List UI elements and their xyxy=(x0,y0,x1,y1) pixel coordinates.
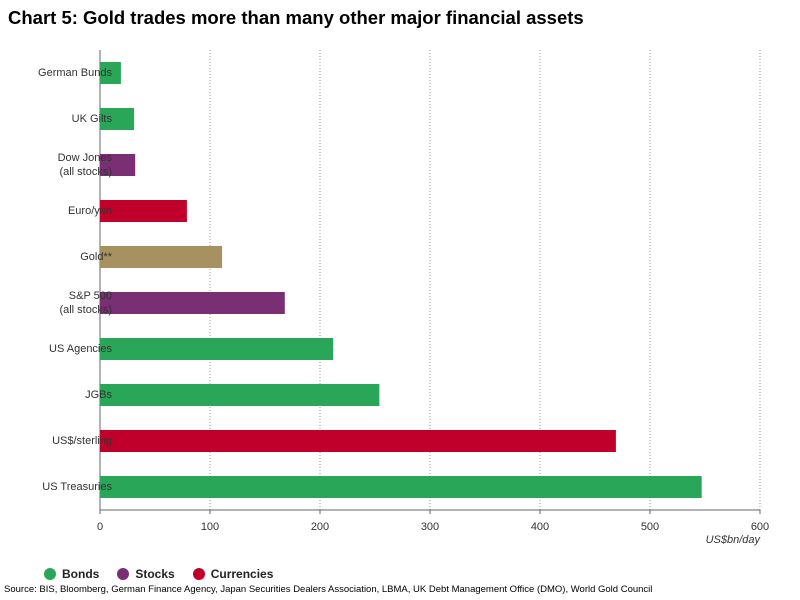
category-label-line: US$/sterling xyxy=(52,435,112,447)
x-tick-label: 0 xyxy=(97,521,103,533)
legend-item: Bonds xyxy=(44,567,99,581)
category-label: Dow Jones (all stocks) xyxy=(0,151,112,179)
legend-label: Currencies xyxy=(210,567,274,581)
category-label-line: JGBs xyxy=(85,389,112,401)
category-label: S&P 500 (all stocks) xyxy=(0,289,112,317)
x-tick-label: 500 xyxy=(641,521,659,533)
source-note: Source: BIS, Bloomberg, German Finance A… xyxy=(4,584,653,595)
x-tick-label: 300 xyxy=(421,521,439,533)
bar xyxy=(100,430,616,452)
category-label: Gold** xyxy=(0,250,112,264)
category-label-line: Gold** xyxy=(80,251,112,263)
bar xyxy=(100,108,135,130)
bar xyxy=(100,200,187,222)
bar xyxy=(100,154,136,176)
category-label-line: Euro/yen xyxy=(67,205,112,217)
category-label-line: (all stocks) xyxy=(59,304,112,316)
bar xyxy=(100,246,223,268)
legend-label: Stocks xyxy=(135,567,175,581)
category-label: Euro/yen xyxy=(0,204,112,218)
category-label-line: Dow Jones xyxy=(57,152,112,164)
bar xyxy=(100,292,285,314)
category-label-line: (all stocks) xyxy=(59,166,112,178)
x-tick-label: 100 xyxy=(201,521,219,533)
bar xyxy=(100,384,380,406)
category-label: US Treasuries xyxy=(0,480,112,494)
category-label-line: German Bunds xyxy=(38,67,112,79)
x-tick-label: 400 xyxy=(531,521,549,533)
legend-label: Bonds xyxy=(62,567,100,581)
bar xyxy=(100,62,121,84)
category-label: UK Gilts xyxy=(0,112,112,126)
category-label: US$/sterling xyxy=(0,434,112,448)
x-tick-label: 200 xyxy=(311,521,329,533)
category-label: US Agencies xyxy=(0,342,112,356)
legend-marker xyxy=(192,568,205,580)
bar xyxy=(100,476,702,498)
category-label-line: S&P 500 xyxy=(68,290,112,302)
legend-item: Stocks xyxy=(117,567,175,581)
category-label-line: US Treasuries xyxy=(42,481,112,493)
x-axis-unit-label: US$bn/day xyxy=(705,534,760,546)
category-label-line: US Agencies xyxy=(49,343,112,355)
bar xyxy=(100,338,334,360)
category-label: JGBs xyxy=(0,388,112,402)
legend-marker xyxy=(117,568,130,580)
legend-marker xyxy=(44,568,56,580)
category-label-line: UK Gilts xyxy=(71,113,112,125)
x-tick-label: 600 xyxy=(751,521,769,533)
category-label: German Bunds xyxy=(0,66,112,80)
legend-item: Currencies xyxy=(192,567,274,581)
chart-title: Chart 5: Gold trades more than many othe… xyxy=(8,7,584,28)
legend: Bonds Stocks Currencies xyxy=(44,566,273,582)
